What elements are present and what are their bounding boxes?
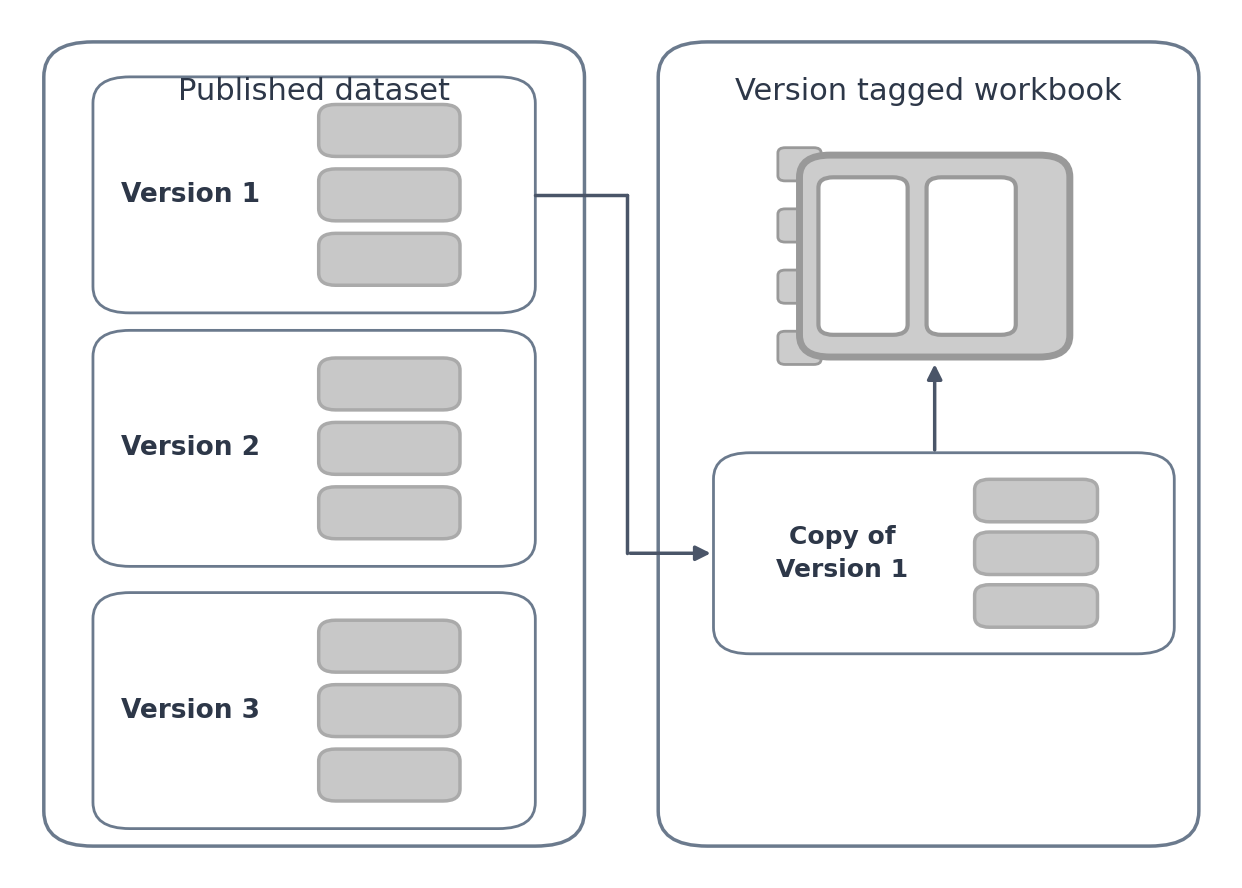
FancyBboxPatch shape [974, 584, 1097, 627]
Text: Version 1: Version 1 [120, 182, 260, 208]
Text: Version tagged workbook: Version tagged workbook [735, 77, 1122, 106]
FancyBboxPatch shape [93, 330, 535, 567]
FancyBboxPatch shape [318, 749, 460, 801]
FancyBboxPatch shape [818, 178, 907, 335]
Text: Version 2: Version 2 [120, 435, 260, 462]
FancyBboxPatch shape [318, 169, 460, 221]
FancyBboxPatch shape [318, 358, 460, 410]
FancyBboxPatch shape [799, 155, 1069, 357]
FancyBboxPatch shape [777, 147, 821, 181]
FancyBboxPatch shape [318, 105, 460, 156]
FancyBboxPatch shape [974, 532, 1097, 575]
FancyBboxPatch shape [777, 270, 821, 304]
FancyBboxPatch shape [658, 42, 1199, 846]
Text: Published dataset: Published dataset [178, 77, 450, 106]
FancyBboxPatch shape [777, 331, 821, 364]
FancyBboxPatch shape [974, 480, 1097, 522]
FancyBboxPatch shape [318, 423, 460, 474]
FancyBboxPatch shape [777, 209, 821, 242]
Text: Version 3: Version 3 [120, 698, 260, 724]
Text: Copy of
Version 1: Copy of Version 1 [776, 525, 908, 582]
FancyBboxPatch shape [318, 620, 460, 672]
FancyBboxPatch shape [318, 685, 460, 736]
FancyBboxPatch shape [713, 453, 1174, 654]
FancyBboxPatch shape [93, 77, 535, 313]
FancyBboxPatch shape [93, 592, 535, 829]
FancyBboxPatch shape [318, 487, 460, 539]
FancyBboxPatch shape [318, 234, 460, 285]
FancyBboxPatch shape [43, 42, 584, 846]
FancyBboxPatch shape [927, 178, 1015, 335]
